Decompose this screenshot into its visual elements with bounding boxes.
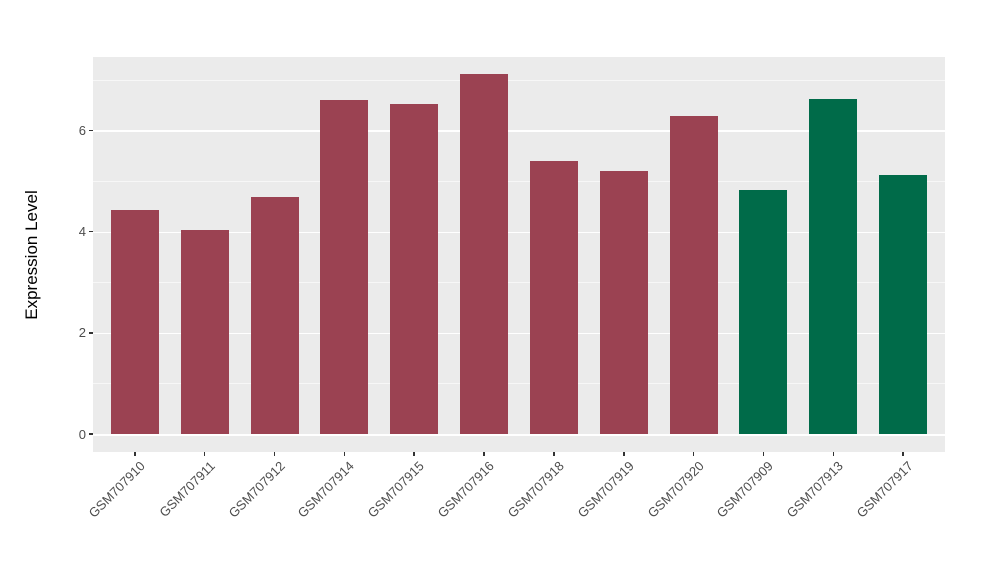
x-axis-tick — [902, 452, 904, 456]
bar — [460, 74, 509, 434]
bar — [250, 196, 299, 434]
bar — [669, 116, 718, 434]
y-tick-label: 2 — [78, 325, 86, 341]
gridline-minor — [93, 282, 945, 284]
x-axis-tick — [413, 452, 415, 456]
gridline-minor — [93, 79, 945, 81]
x-axis-tick — [692, 452, 695, 456]
y-axis-tick — [89, 332, 93, 334]
bar — [599, 170, 648, 434]
plot-panel — [93, 57, 945, 452]
x-axis-tick — [134, 452, 136, 456]
x-axis-tick — [483, 452, 485, 456]
bar — [739, 190, 788, 434]
x-axis-tick — [203, 452, 206, 456]
x-axis-tick — [623, 452, 625, 456]
gridline-minor — [93, 181, 945, 182]
gridline-major — [93, 332, 945, 335]
bar — [879, 174, 928, 434]
bar — [110, 209, 159, 434]
x-tick-label: GSM707910 — [85, 458, 148, 521]
bar — [529, 160, 578, 434]
gridline-minor — [93, 383, 945, 385]
x-axis-tick — [832, 452, 834, 456]
gridline-major — [93, 231, 945, 234]
y-axis-tick — [89, 129, 93, 132]
y-axis-tick — [89, 433, 93, 435]
y-axis-title: Expression Level — [22, 190, 41, 320]
gridline-major — [93, 434, 945, 436]
y-tick-label: 4 — [78, 224, 86, 240]
x-axis-tick — [343, 452, 346, 456]
bar — [390, 104, 439, 434]
y-axis-tick — [89, 230, 93, 233]
bar — [809, 99, 858, 434]
gridline-major — [93, 130, 945, 132]
x-axis-tick — [273, 452, 276, 456]
x-axis-tick — [762, 452, 765, 456]
y-tick-label: 0 — [78, 426, 86, 442]
y-tick-label: 6 — [78, 122, 86, 138]
bar — [320, 100, 369, 434]
bar — [180, 230, 229, 434]
x-axis-tick — [553, 452, 555, 456]
